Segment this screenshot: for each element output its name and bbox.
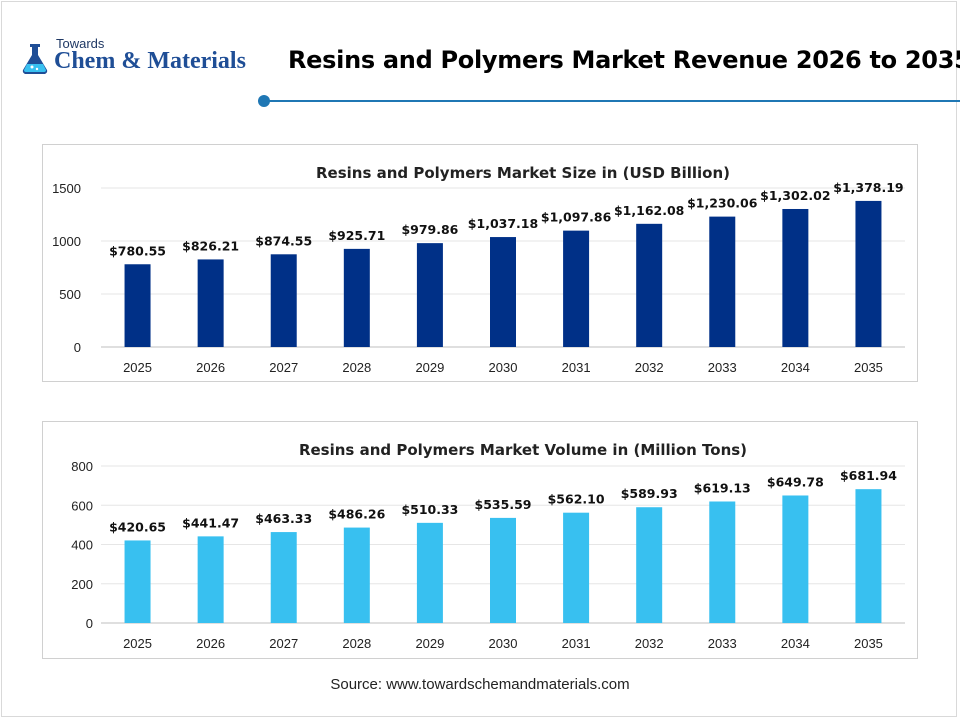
- y-tick-label: 0: [86, 616, 93, 631]
- data-label: $826.21: [182, 238, 239, 253]
- x-tick-label: 2025: [123, 360, 152, 375]
- bar: [636, 223, 663, 347]
- bar: [782, 208, 809, 347]
- bar: [709, 216, 736, 347]
- data-label: $589.93: [621, 486, 678, 501]
- chart-title: Resins and Polymers Market Size in (USD …: [316, 164, 730, 182]
- y-tick-label: 500: [59, 287, 81, 302]
- x-tick-label: 2029: [415, 636, 444, 651]
- market-volume-chart-panel: Resins and Polymers Market Volume in (Mi…: [42, 421, 918, 659]
- bar: [416, 243, 443, 347]
- source-note: Source: www.towardschemandmaterials.com: [330, 676, 630, 693]
- data-label: $649.78: [767, 474, 824, 489]
- x-tick-label: 2026: [196, 360, 225, 375]
- data-label: $1,230.06: [687, 196, 758, 211]
- bar: [197, 536, 224, 623]
- bar: [636, 507, 663, 623]
- data-label: $1,302.02: [760, 188, 830, 203]
- data-label: $1,097.86: [541, 210, 612, 225]
- x-tick-label: 2030: [489, 360, 518, 375]
- bar: [343, 527, 370, 623]
- x-tick-label: 2027: [269, 360, 298, 375]
- bar: [416, 522, 443, 623]
- x-tick-label: 2035: [854, 636, 883, 651]
- bar: [124, 540, 151, 623]
- flask-icon: [22, 44, 48, 75]
- y-tick-label: 800: [71, 459, 93, 474]
- bar: [270, 532, 297, 623]
- x-tick-label: 2028: [342, 636, 371, 651]
- data-label: $1,162.08: [614, 203, 684, 218]
- bar: [709, 501, 736, 623]
- data-label: $979.86: [401, 222, 458, 237]
- x-tick-label: 2034: [781, 636, 810, 651]
- bar: [563, 230, 590, 347]
- x-tick-label: 2032: [635, 360, 664, 375]
- x-tick-label: 2029: [415, 360, 444, 375]
- x-tick-label: 2030: [489, 636, 518, 651]
- data-label: $780.55: [109, 243, 166, 258]
- y-tick-label: 600: [71, 498, 93, 513]
- bar: [343, 248, 370, 347]
- x-tick-label: 2033: [708, 636, 737, 651]
- y-tick-label: 0: [74, 340, 81, 355]
- y-tick-label: 400: [71, 538, 93, 553]
- data-label: $562.10: [548, 492, 605, 507]
- y-tick-label: 200: [71, 577, 93, 592]
- title-rule-dot: [258, 95, 270, 107]
- bar: [563, 512, 590, 623]
- y-tick-label: 1000: [52, 234, 81, 249]
- x-tick-label: 2035: [854, 360, 883, 375]
- data-label: $463.33: [255, 511, 312, 526]
- x-tick-label: 2031: [562, 360, 591, 375]
- data-label: $1,037.18: [468, 216, 538, 231]
- chart-title: Resins and Polymers Market Volume in (Mi…: [299, 441, 747, 459]
- x-tick-label: 2026: [196, 636, 225, 651]
- market-volume-chart: Resins and Polymers Market Volume in (Mi…: [71, 441, 905, 651]
- bar: [782, 495, 809, 623]
- data-label: $1,378.19: [833, 180, 903, 195]
- bar: [124, 264, 151, 347]
- bar: [490, 237, 516, 347]
- data-label: $681.94: [840, 468, 897, 483]
- data-label: $510.33: [401, 502, 458, 517]
- x-tick-label: 2031: [562, 636, 591, 651]
- data-label: $441.47: [182, 515, 239, 530]
- bar: [855, 200, 882, 347]
- x-tick-label: 2033: [708, 360, 737, 375]
- page-title: Resins and Polymers Market Revenue 2026 …: [288, 46, 960, 74]
- x-tick-label: 2034: [781, 360, 810, 375]
- data-label: $486.26: [328, 507, 385, 522]
- market-size-chart-panel: Resins and Polymers Market Size in (USD …: [42, 144, 918, 382]
- x-tick-label: 2032: [635, 636, 664, 651]
- data-label: $619.13: [694, 480, 751, 495]
- data-label: $925.71: [328, 228, 385, 243]
- market-size-chart: Resins and Polymers Market Size in (USD …: [52, 164, 905, 375]
- x-tick-label: 2028: [342, 360, 371, 375]
- bar: [197, 259, 224, 347]
- data-label: $535.59: [475, 497, 532, 512]
- bar: [270, 254, 297, 347]
- brand-logo: Towards Chem & Materials: [18, 36, 268, 80]
- bar: [490, 517, 516, 623]
- y-tick-label: 1500: [52, 181, 81, 196]
- x-tick-label: 2025: [123, 636, 152, 651]
- title-rule: [265, 100, 960, 102]
- data-label: $420.65: [109, 519, 166, 534]
- bar: [855, 489, 882, 623]
- logo-line2: Chem & Materials: [54, 48, 246, 74]
- data-label: $874.55: [255, 233, 312, 248]
- logo-line1: Towards: [56, 36, 105, 51]
- x-tick-label: 2027: [269, 636, 298, 651]
